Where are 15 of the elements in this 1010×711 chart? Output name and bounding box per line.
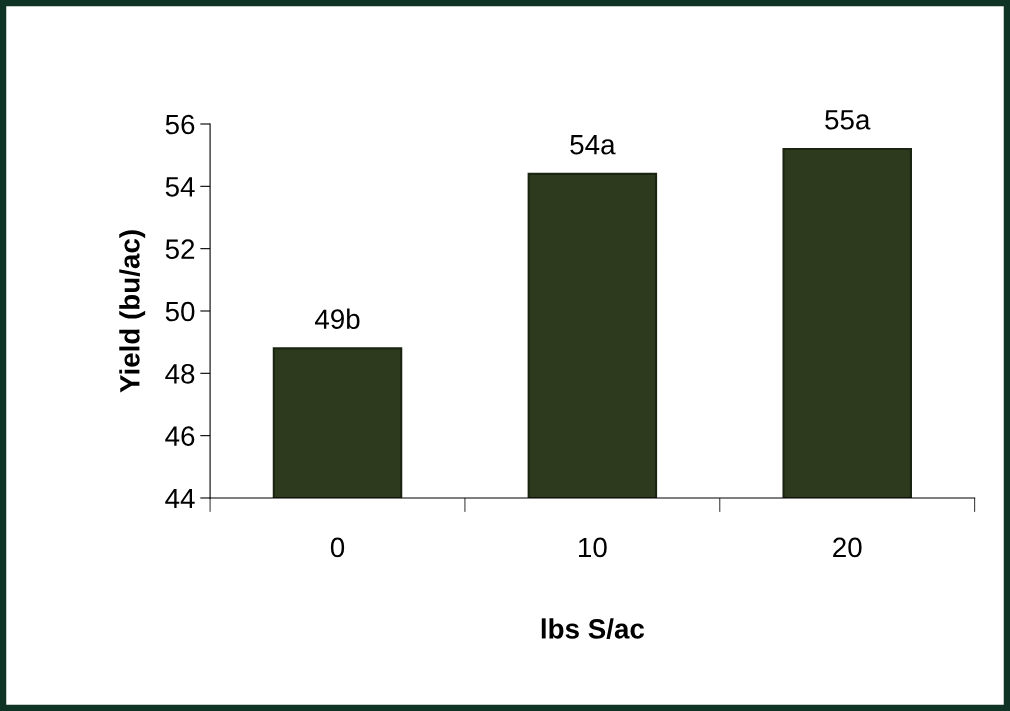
- x-tick-label: 0: [330, 537, 345, 558]
- y-tick-label: 54: [165, 177, 195, 197]
- data-label: 49b: [314, 308, 360, 330]
- y-tick-label: 48: [165, 363, 195, 384]
- data-label: 55a: [825, 110, 871, 130]
- y-axis-title: Yield (bu/ac): [119, 230, 146, 393]
- x-axis-title: lbs S/ac: [541, 618, 645, 640]
- x-tick-label: 20: [833, 537, 862, 558]
- y-tick-label: 56: [165, 114, 195, 135]
- y-tick-label: 50: [165, 301, 195, 322]
- y-tick-label: 46: [165, 426, 195, 446]
- y-tick-label: 52: [165, 239, 195, 259]
- x-tick-label: 10: [579, 537, 607, 558]
- data-label: 54a: [570, 135, 616, 155]
- y-tick-label: 44: [165, 488, 195, 509]
